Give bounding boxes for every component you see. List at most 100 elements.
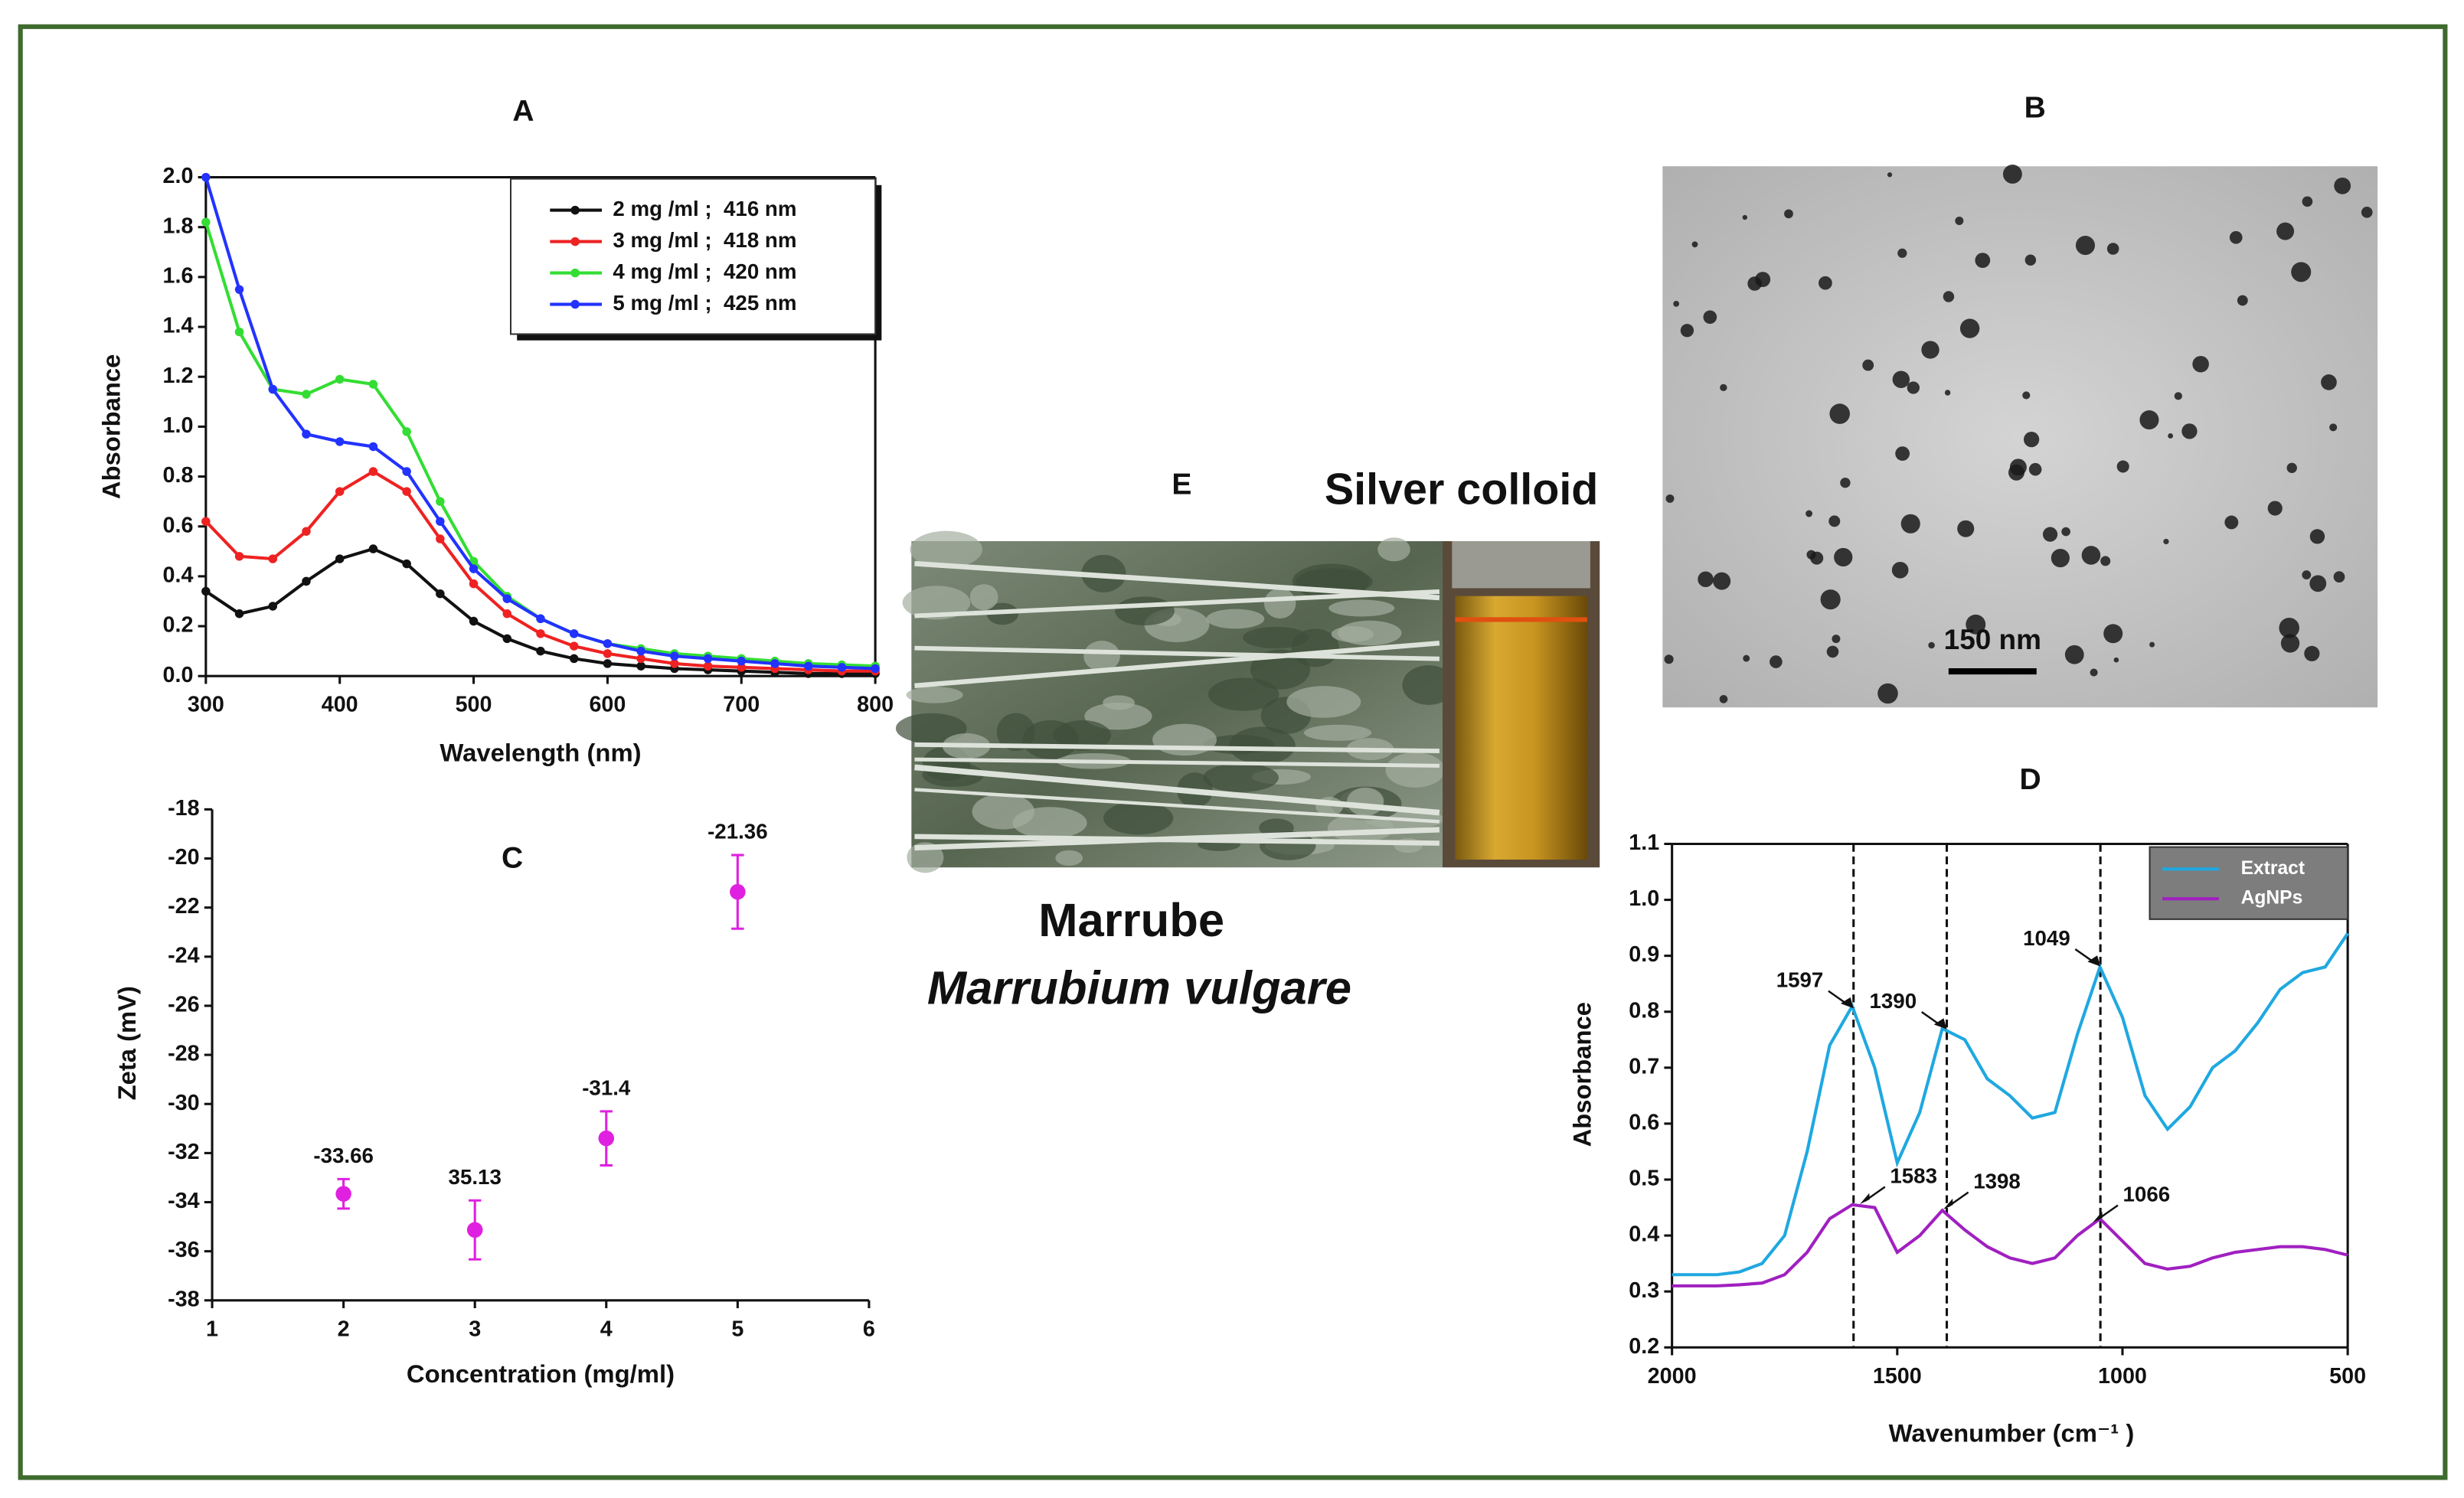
frame [18, 24, 2448, 1480]
particle [1806, 550, 1816, 560]
legend [509, 178, 877, 335]
marker [536, 614, 545, 624]
peak-label: 1066 [2123, 1183, 2171, 1206]
particle [1862, 359, 1874, 371]
y-tick-label: 0.3 [1629, 1278, 1659, 1303]
chart-title: D [2019, 763, 2041, 796]
y-tick-label: 0.2 [1629, 1334, 1659, 1359]
particle [1664, 654, 1674, 664]
particle [1957, 520, 1975, 537]
y-tick-label: -22 [168, 894, 200, 919]
marker [703, 654, 713, 664]
leaf [1203, 763, 1279, 792]
particle [1921, 341, 1940, 359]
x-tick-label: 500 [456, 693, 492, 717]
peak-label: 1398 [1973, 1170, 2021, 1193]
particle [2334, 177, 2351, 194]
particle [1770, 655, 1783, 668]
particle [2106, 243, 2119, 255]
panel-title: B [2024, 92, 2046, 125]
marker [603, 649, 613, 658]
particle [2276, 222, 2295, 240]
marker [368, 467, 378, 476]
marker [569, 629, 579, 638]
x-tick-label: 2 [338, 1317, 350, 1341]
marker [703, 661, 713, 671]
particle [1742, 214, 1748, 220]
marker [402, 559, 411, 569]
particle [2321, 374, 2337, 390]
particle [2302, 570, 2312, 579]
marker [436, 497, 445, 506]
x-axis-label: Concentration (mg/ml) [407, 1359, 675, 1388]
y-tick-label: 1.8 [162, 214, 193, 238]
marker [201, 217, 211, 227]
particle [2024, 254, 2037, 266]
particle [2224, 515, 2239, 530]
marker [368, 544, 378, 553]
y-tick-label: -28 [168, 1042, 200, 1066]
particle [1829, 403, 1850, 424]
y-tick-label: 0.8 [1629, 998, 1659, 1023]
leaf [1402, 665, 1456, 705]
particle [1834, 547, 1853, 567]
y-tick-label: 1.6 [162, 263, 193, 288]
particle [2291, 262, 2312, 282]
marker [536, 629, 545, 638]
y-tick-label: -36 [168, 1238, 200, 1262]
y-tick-label: -32 [168, 1140, 200, 1164]
y-tick-label: 0.2 [162, 613, 193, 638]
particle [2302, 196, 2313, 207]
point [598, 1130, 615, 1147]
particle [2051, 548, 2070, 568]
x-tick-label: 1500 [1873, 1364, 1922, 1389]
particle [2192, 355, 2209, 373]
marker [670, 659, 679, 668]
y-tick-label: 0.6 [1629, 1111, 1659, 1135]
marker [201, 586, 211, 596]
particle [1891, 561, 1909, 579]
leaf [1260, 831, 1316, 860]
particle [2023, 431, 2040, 448]
legend-label: 4 mg /ml ; 420 nm [613, 259, 796, 283]
particle [2139, 410, 2159, 430]
legend-label: 2 mg /ml ; 416 nm [613, 197, 796, 220]
series-line [1672, 932, 2349, 1277]
stem [914, 834, 1440, 846]
particle [1826, 645, 1839, 658]
marker [536, 646, 545, 656]
marker [636, 654, 645, 664]
particle [1887, 172, 1893, 178]
y-tick-label: 0.6 [162, 513, 193, 537]
particle [2081, 546, 2101, 565]
marker [469, 564, 479, 573]
stem [914, 764, 1440, 816]
leaf [969, 584, 998, 611]
leaf [1331, 626, 1374, 642]
stem [914, 589, 1440, 618]
marker [201, 172, 211, 182]
leaf [1207, 677, 1279, 711]
y-tick-label: 0.8 [162, 463, 193, 488]
particle [1892, 370, 1910, 388]
marker [368, 380, 378, 389]
particle [1713, 572, 1731, 590]
y-tick-label: -38 [168, 1287, 200, 1311]
legend-label: AgNPs [2241, 888, 2303, 909]
marker [502, 609, 512, 618]
particle [1703, 310, 1717, 325]
x-tick-label: 1000 [2098, 1364, 2147, 1389]
common-name: Marrube [1038, 894, 1224, 947]
particle [2286, 462, 2297, 473]
particle [2174, 392, 2182, 400]
y-tick-label: -34 [168, 1189, 200, 1213]
panel-title: E [1172, 468, 1191, 501]
marker [469, 579, 479, 589]
x-tick-label: 4 [600, 1317, 613, 1341]
x-axis-label: Wavenumber (cm⁻¹ ) [1889, 1419, 2135, 1447]
marker [871, 664, 880, 674]
particle [2149, 641, 2155, 648]
particle [2309, 575, 2327, 592]
scale-bar-label: 150 nm [1944, 624, 2041, 655]
